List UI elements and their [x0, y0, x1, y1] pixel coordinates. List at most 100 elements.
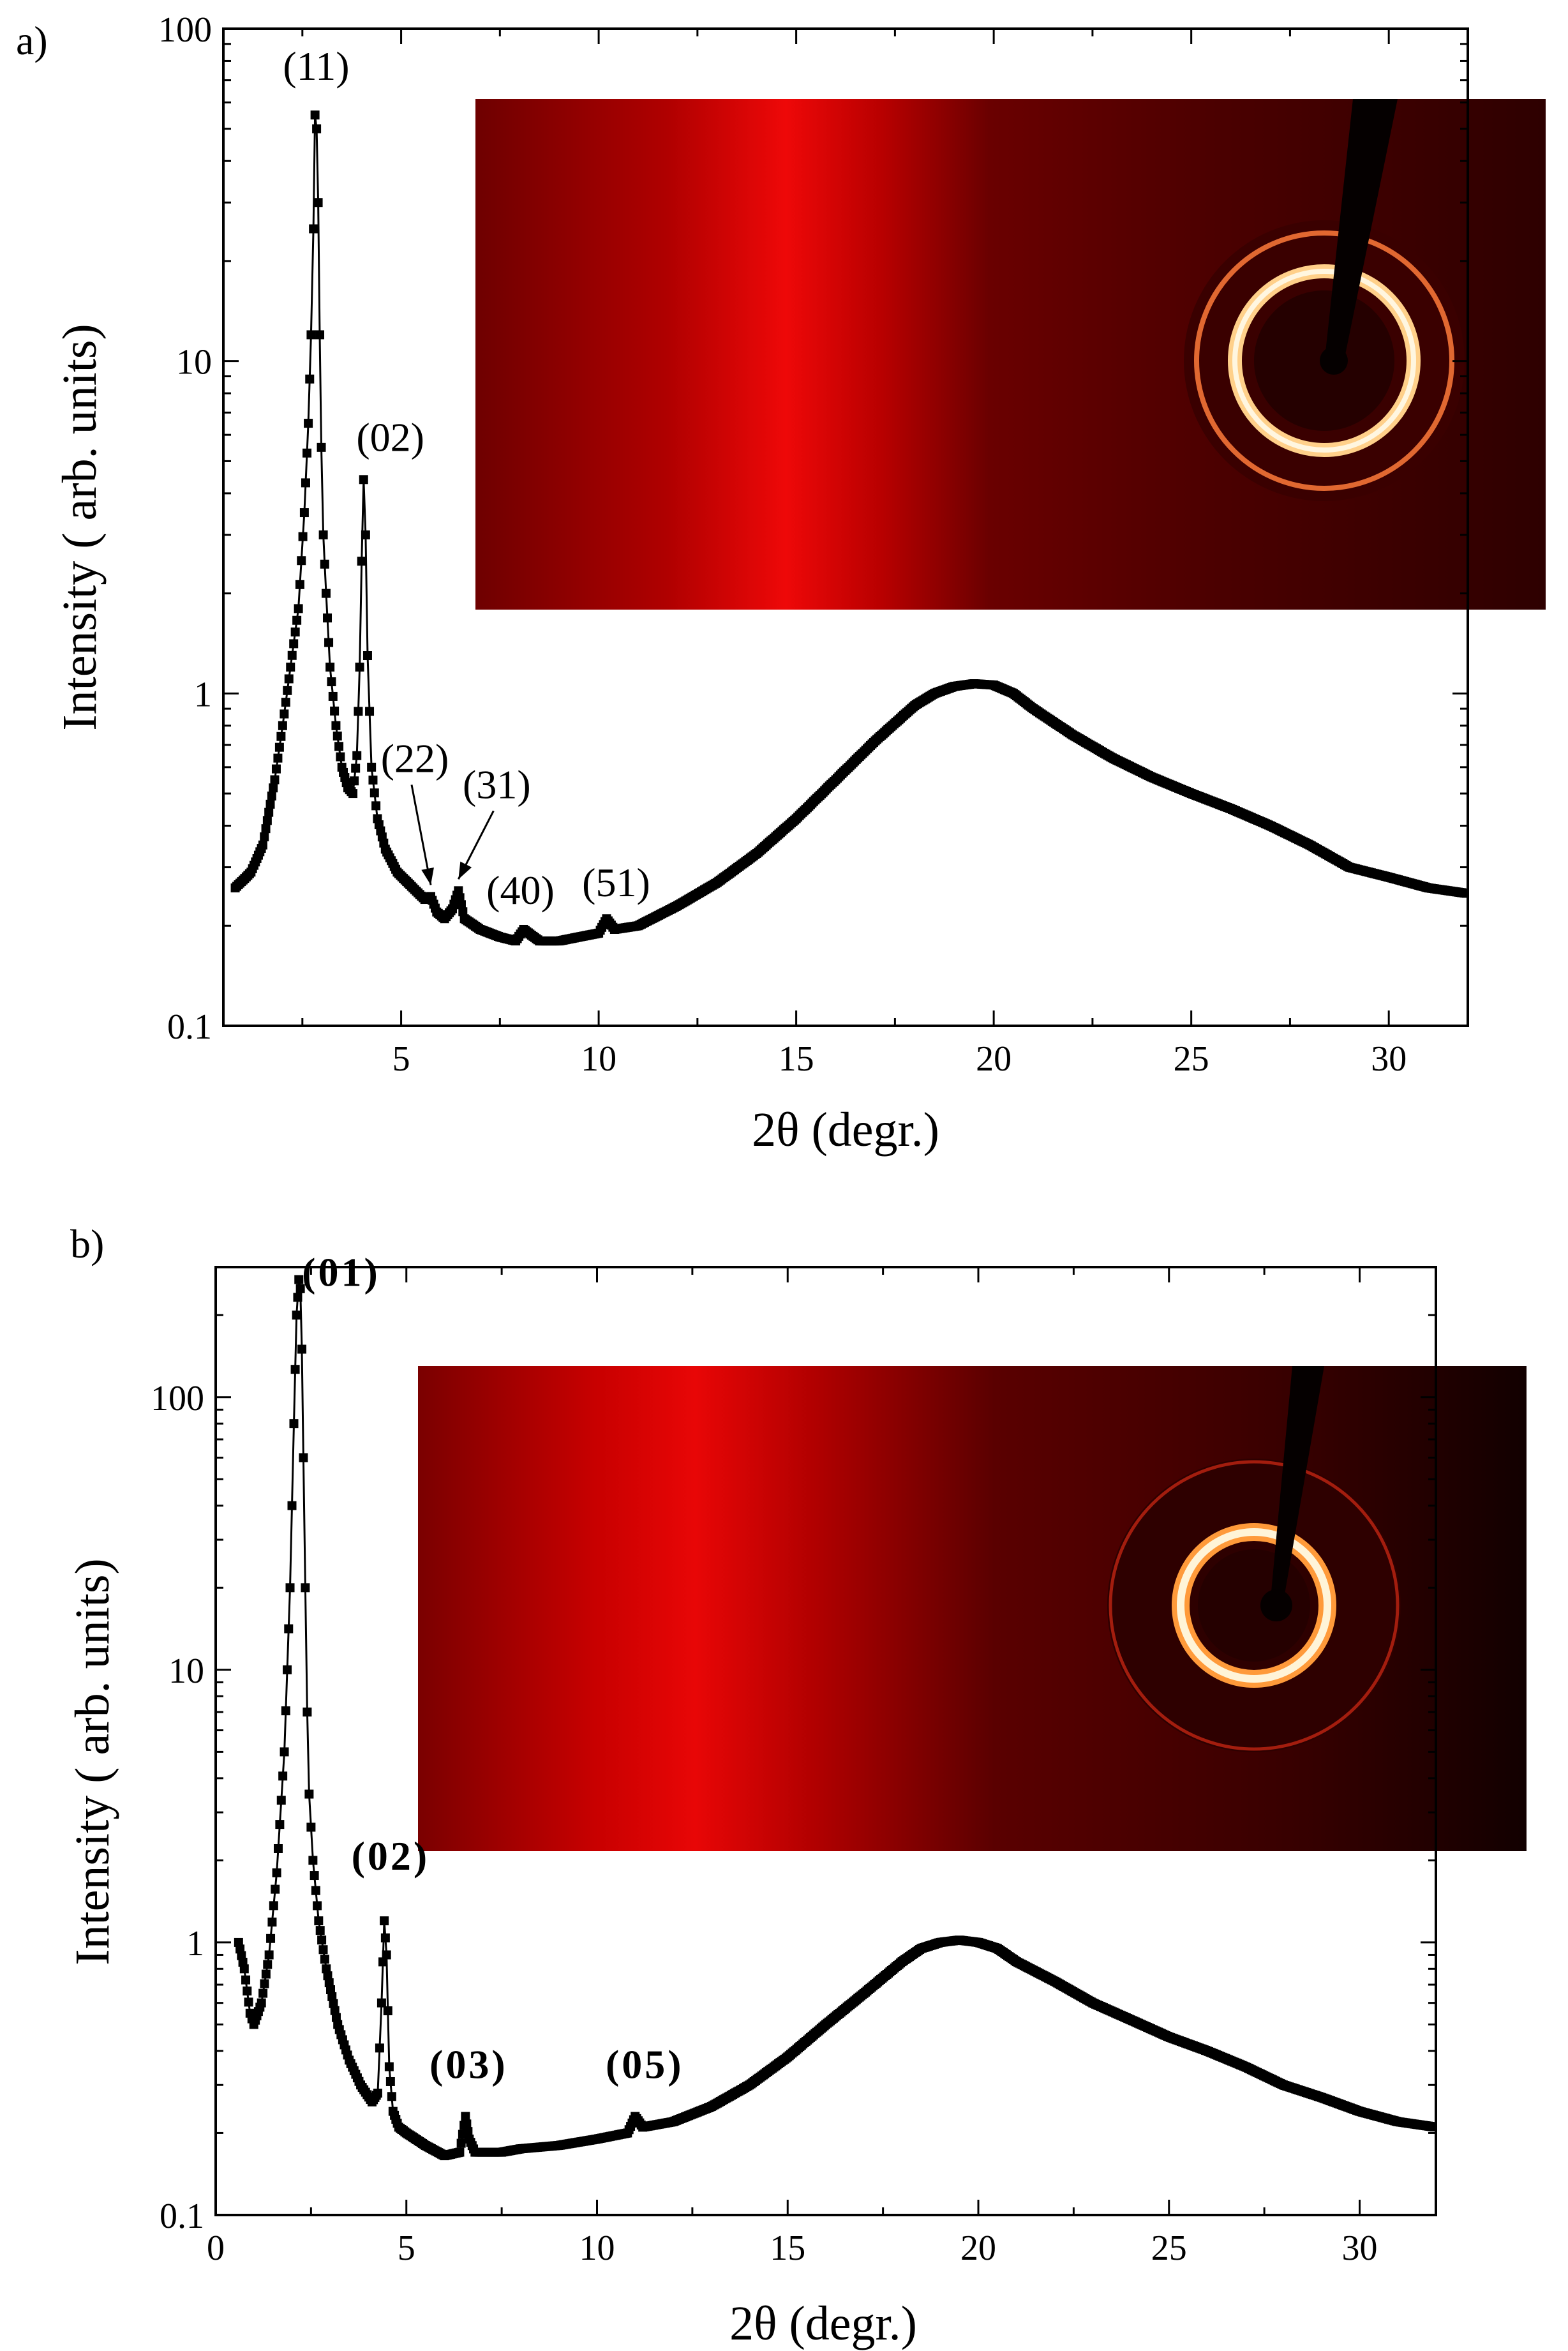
data-point	[280, 709, 289, 719]
data-point	[295, 1284, 305, 1293]
data-point	[309, 224, 318, 234]
panel-a-label: a)	[16, 18, 48, 63]
peak-label: (11)	[283, 43, 349, 89]
data-point	[318, 1945, 328, 1955]
data-point	[299, 1453, 308, 1462]
data-point	[262, 816, 272, 825]
data-point	[257, 1998, 266, 2008]
x-tick-label: 25	[1151, 2228, 1187, 2268]
data-point	[269, 783, 278, 793]
data-point	[352, 751, 362, 760]
x-tick-label: 10	[579, 2228, 615, 2268]
data-point	[310, 110, 320, 120]
panel-b-label: b)	[70, 1221, 104, 1266]
data-point	[1461, 889, 1468, 898]
annotations-b: (01) (02) (03) (05)	[302, 1250, 681, 2087]
data-point	[461, 2112, 470, 2121]
data-point	[325, 663, 335, 672]
data-point	[455, 2147, 465, 2157]
peak-arrow-head	[458, 861, 472, 880]
data-point	[327, 1992, 337, 2001]
data-point	[361, 530, 370, 539]
data-point	[261, 824, 271, 834]
x-tick-label: 30	[1342, 2228, 1378, 2268]
data-point	[330, 706, 340, 716]
data-point	[380, 1933, 390, 1942]
data-point	[301, 478, 310, 488]
data-point	[286, 663, 295, 672]
data-point	[298, 532, 308, 541]
data-point	[261, 1969, 271, 1979]
data-point	[382, 1950, 391, 1960]
data-point	[350, 776, 359, 786]
data-point	[384, 2062, 394, 2071]
data-point	[294, 1275, 304, 1284]
data-point	[313, 1901, 322, 1911]
data-point	[272, 1868, 281, 1877]
data-point	[281, 1706, 290, 1716]
data-point	[330, 2006, 340, 2015]
data-point	[294, 604, 303, 613]
data-point	[284, 674, 294, 684]
x-tick-label: 15	[770, 2228, 805, 2268]
data-point	[368, 776, 378, 785]
x-tick-label: 20	[976, 1039, 1012, 1079]
plot-frame	[214, 1266, 1437, 2216]
peak-label: (22)	[381, 735, 449, 781]
data-point	[306, 1822, 316, 1832]
inset-a-diffraction-image	[475, 99, 1546, 610]
data-point	[313, 198, 323, 207]
data-point	[383, 2006, 392, 2016]
data-point	[289, 1419, 299, 1429]
x-tick-label: 15	[779, 1039, 814, 1079]
data-point	[373, 2089, 382, 2098]
data-point	[367, 762, 377, 772]
data-point	[385, 2077, 395, 2086]
data-point	[265, 799, 275, 809]
data-point	[264, 1950, 274, 1960]
panel-b: b) 0 5 10 15 20 25 30 0.1 1 10 100 (01) (02) (03) (05…	[66, 1221, 1527, 2350]
data-point	[312, 124, 322, 133]
y-tick-label: 10	[176, 343, 212, 382]
data-point	[297, 1344, 307, 1354]
peak-label: (40)	[486, 868, 555, 913]
data-point	[325, 1985, 335, 1995]
data-point	[295, 580, 304, 589]
y-tick-label: 1	[186, 1924, 204, 1964]
data-point	[308, 1856, 318, 1865]
data-point	[332, 732, 342, 741]
x-tick-label: 30	[1371, 1039, 1407, 1079]
data-point	[283, 686, 292, 695]
data-point	[292, 615, 302, 625]
data-point	[297, 556, 306, 566]
data-point	[283, 1665, 292, 1674]
data-point	[324, 638, 334, 647]
data-point	[456, 2138, 466, 2148]
data-point	[327, 677, 336, 687]
data-point	[243, 1987, 252, 1996]
data-point	[462, 2119, 472, 2129]
y-tick-label: 0.1	[160, 2197, 204, 2236]
axes-a: 5 10 15 20 25 30 0.1 1 10 100	[158, 10, 1469, 1079]
data-point	[281, 698, 290, 707]
data-point	[322, 1964, 331, 1974]
data-point	[377, 1998, 386, 2008]
data-point	[276, 1796, 286, 1805]
data-point	[276, 732, 286, 741]
x-tick-label: 10	[581, 1039, 616, 1079]
data-point	[365, 707, 375, 716]
data-point	[260, 1979, 269, 1988]
x-tick-label: 25	[1174, 1039, 1209, 1079]
peak-arrow	[410, 785, 432, 885]
data-point	[299, 508, 309, 518]
data-point	[336, 752, 345, 762]
data-point	[244, 1997, 253, 2007]
data-point	[371, 801, 381, 811]
data-point	[1430, 2122, 1436, 2132]
peak-label: (02)	[356, 414, 424, 460]
data-point	[354, 707, 363, 716]
inset-b-diffraction-image	[418, 1366, 1527, 1851]
data-point	[289, 639, 299, 649]
data-point	[263, 1960, 273, 1969]
axes-b: 0 5 10 15 20 25 30 0.1 1 10 100	[151, 1266, 1437, 2268]
